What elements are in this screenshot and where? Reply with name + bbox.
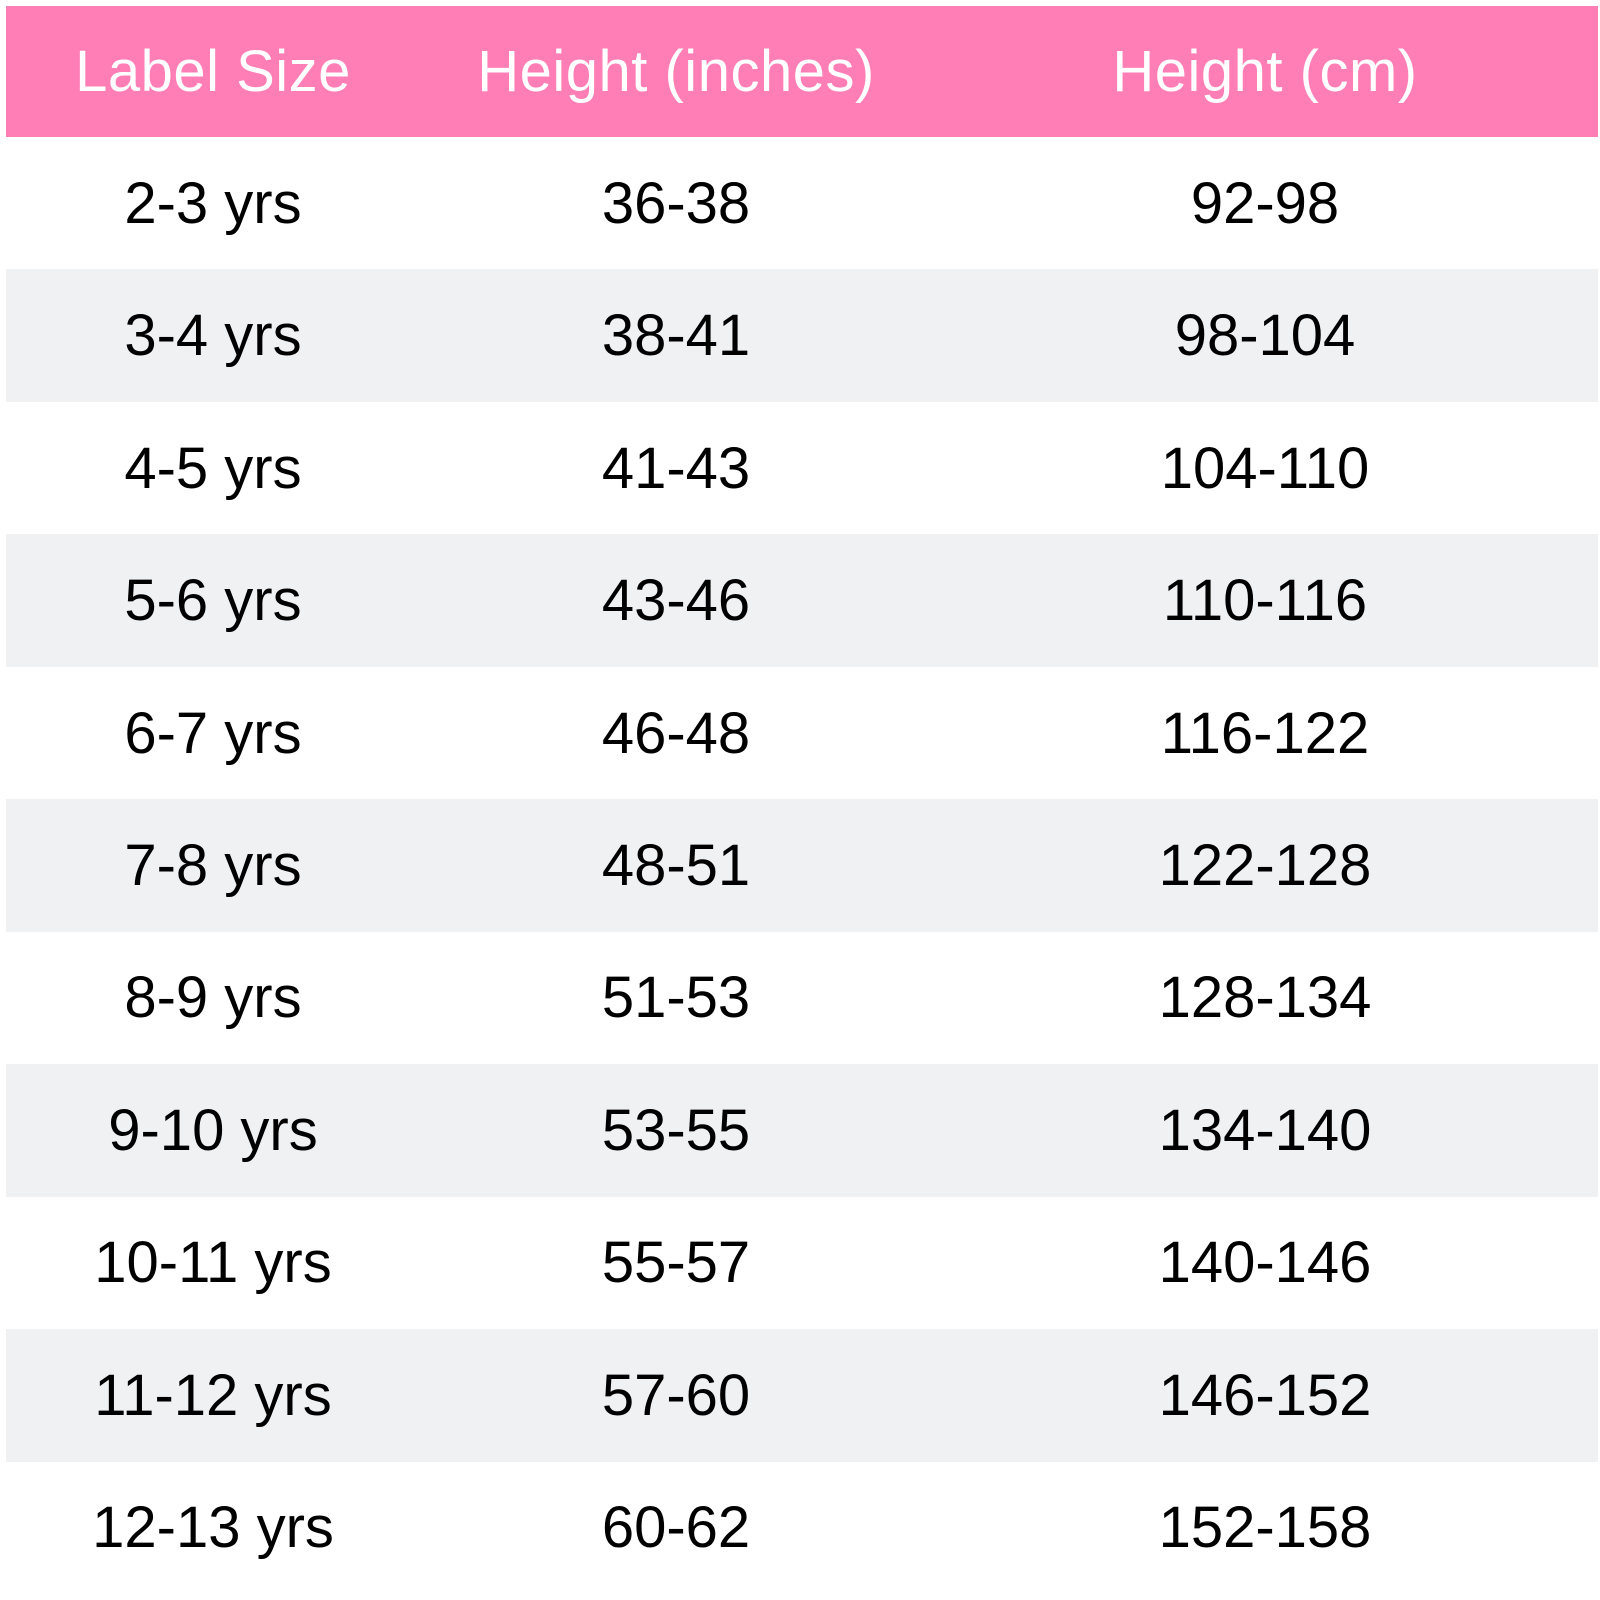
height-inches-cell: 43-46: [601, 568, 751, 634]
table-row: 7-8 yrs 48-51 122-128: [6, 799, 1598, 932]
height-cm-cell: 116-122: [1160, 700, 1370, 766]
label-size-cell: 5-6 yrs: [124, 568, 302, 634]
table-row: 2-3 yrs 36-38 92-98: [6, 137, 1598, 270]
height-cm-cell: 128-134: [1158, 965, 1372, 1031]
height-inches-cell: 53-55: [601, 1097, 751, 1163]
size-chart-table: Label Size Height (inches) Height (cm) 2…: [6, 6, 1598, 1594]
table-row: 5-6 yrs 43-46 110-116: [6, 534, 1598, 667]
height-inches-cell: 38-41: [601, 303, 751, 369]
table-row: 11-12 yrs 57-60 146-152: [6, 1329, 1598, 1462]
height-cm-cell: 98-104: [1174, 303, 1356, 369]
height-inches-cell: 48-51: [601, 832, 751, 898]
height-inches-cell: 51-53: [601, 965, 751, 1031]
height-cm-cell: 140-146: [1158, 1230, 1372, 1296]
table-header: Label Size Height (inches) Height (cm): [6, 6, 1598, 137]
table-row: 12-13 yrs 60-62 152-158: [6, 1461, 1598, 1594]
label-size-cell: 4-5 yrs: [124, 435, 302, 501]
height-cm-cell: 146-152: [1158, 1362, 1372, 1428]
label-size-cell: 12-13 yrs: [92, 1495, 334, 1561]
table-row: 8-9 yrs 51-53 128-134: [6, 931, 1598, 1065]
label-size-cell: 11-12 yrs: [94, 1362, 332, 1428]
height-inches-cell: 36-38: [601, 170, 751, 236]
table-row: 9-10 yrs 53-55 134-140: [6, 1064, 1598, 1197]
label-size-cell: 2-3 yrs: [124, 170, 302, 236]
table-row: 4-5 yrs 41-43 104-110: [6, 401, 1598, 535]
header-height-cm: Height (cm): [1112, 39, 1418, 104]
table-row: 10-11 yrs 55-57 140-146: [6, 1196, 1598, 1330]
height-inches-cell: 46-48: [601, 700, 751, 766]
label-size-cell: 10-11 yrs: [94, 1230, 332, 1296]
height-inches-cell: 60-62: [601, 1495, 751, 1561]
label-size-cell: 9-10 yrs: [108, 1097, 318, 1163]
height-cm-cell: 92-98: [1190, 170, 1340, 236]
height-inches-cell: 41-43: [601, 435, 751, 501]
height-cm-cell: 110-116: [1162, 568, 1368, 634]
height-cm-cell: 134-140: [1158, 1097, 1372, 1163]
label-size-cell: 8-9 yrs: [124, 965, 302, 1031]
height-cm-cell: 152-158: [1158, 1495, 1372, 1561]
height-cm-cell: 104-110: [1160, 435, 1370, 501]
height-inches-cell: 57-60: [601, 1362, 751, 1428]
height-cm-cell: 122-128: [1158, 832, 1372, 898]
table-row: 3-4 yrs 38-41 98-104: [6, 269, 1598, 402]
header-height-inches: Height (inches): [477, 39, 875, 104]
height-inches-cell: 55-57: [601, 1230, 751, 1296]
label-size-cell: 3-4 yrs: [124, 303, 302, 369]
label-size-cell: 6-7 yrs: [124, 700, 302, 766]
label-size-cell: 7-8 yrs: [124, 832, 302, 898]
table-row: 6-7 yrs 46-48 116-122: [6, 666, 1598, 800]
header-label-size: Label Size: [75, 39, 351, 104]
